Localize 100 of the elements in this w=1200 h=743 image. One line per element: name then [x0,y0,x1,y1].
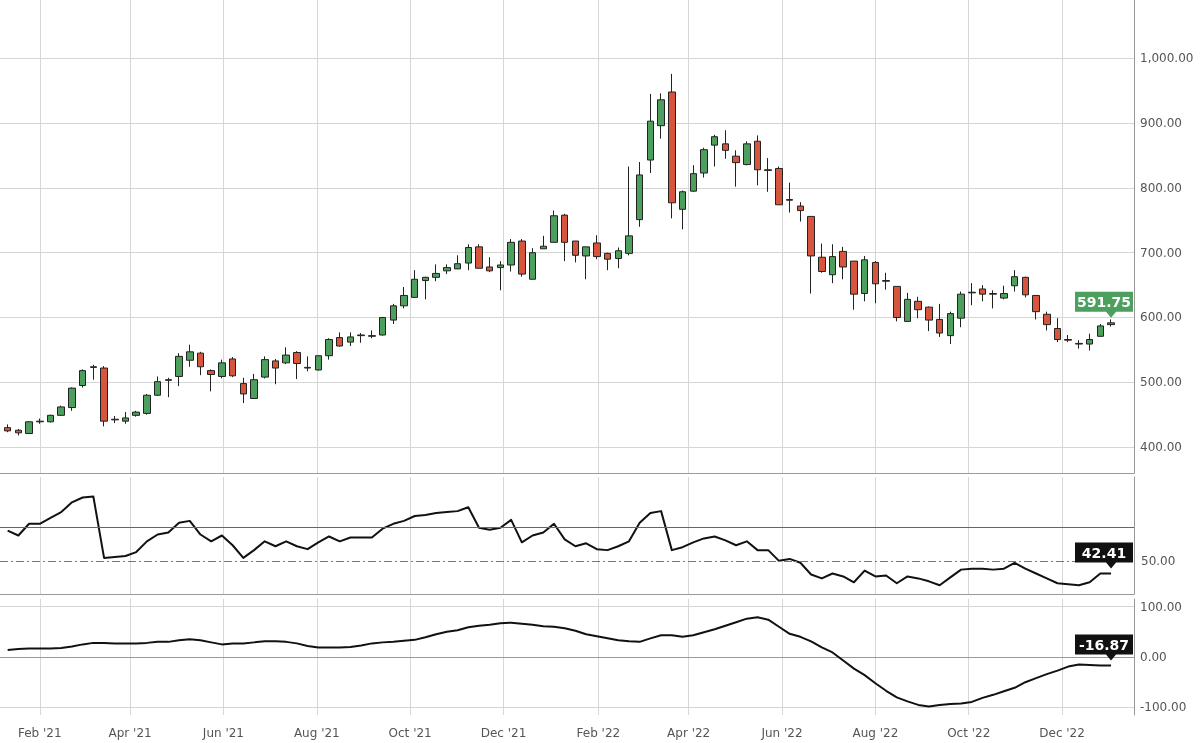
candlestick [722,129,729,160]
y-tick-label: 700.00 [1140,245,1182,260]
candlestick [518,238,526,278]
candlestick [679,190,686,230]
candlestick [1022,276,1029,298]
candlestick [111,415,119,424]
x-tick-label: Feb '22 [576,726,621,740]
candlestick [90,364,97,381]
candlestick [15,428,22,436]
candlestick [797,201,804,223]
candlestick [57,405,65,417]
candlestick [989,289,997,309]
candlestick [947,311,954,345]
candlestick [175,352,183,387]
candlestick [261,355,269,379]
candlestick [465,243,472,271]
candlestick [207,368,215,392]
y-tick-label: 900.00 [1140,116,1182,131]
candlestick [229,356,236,378]
candlestick [550,210,558,243]
x-tick-label: Aug '22 [852,726,899,740]
candlestick [925,305,933,332]
candlestick [872,260,879,304]
candlestick [1075,339,1083,350]
candlestick [132,410,140,418]
candlestick [122,411,129,425]
candlestick [700,147,708,179]
candlestick [625,166,633,256]
x-tick-label: Oct '22 [947,726,991,740]
x-tick-label: Feb '21 [17,726,62,740]
candlestick [325,337,333,361]
data-label: -16.87 [1078,636,1130,653]
candlestick [936,303,943,338]
candlestick [154,375,161,397]
y-tick-label: 400.00 [1140,440,1182,455]
candlestick [540,235,547,250]
candlestick [293,350,301,380]
candlestick [711,134,718,168]
candlestick [218,359,226,379]
candlestick [957,291,965,328]
candlestick [636,161,643,228]
y-tick-label: 500.00 [1140,375,1182,390]
candlestick [754,134,761,186]
candlestick [25,420,33,435]
y-tick-label: 600.00 [1140,310,1182,325]
candlestick [1097,323,1104,338]
candlestick [422,276,429,300]
y-tick-label: -100.00 [1140,700,1187,715]
candlestick [79,368,86,388]
candlestick [604,252,611,271]
text: 50.00 [1141,553,1176,568]
candlestick [143,393,151,416]
candlestick [582,246,590,280]
candlestick [775,166,783,206]
x-tick-label: Dec '21 [480,726,527,740]
candlestick [282,346,290,365]
candlestick [315,355,322,372]
candlestick [1032,294,1040,320]
candlestick [272,358,279,385]
candlestick [368,329,376,339]
candlestick [1011,269,1018,293]
x-tick-label: Apr '22 [667,726,711,740]
candlestick [968,282,976,306]
y-tick-label: 800.00 [1140,180,1182,195]
candlestick [615,247,622,269]
candlestick [357,332,365,344]
x-tick-label: Aug '21 [293,726,340,740]
candlestick [475,243,483,269]
candlestick [839,246,847,280]
candlestick [593,234,601,260]
candlestick [818,243,826,274]
candlestick [914,296,922,319]
x-tick-label: Apr '21 [108,726,152,740]
candlestick [1043,311,1051,331]
candlestick [743,140,751,166]
candlestick [979,284,986,302]
candlestick [1086,333,1093,352]
candlestick [786,182,793,214]
candlestick [250,373,258,399]
candlestick [829,243,836,284]
candlestick [561,213,568,262]
candlestick [432,263,440,282]
candlestick [529,247,536,280]
candlestick [304,355,311,372]
candlestick [850,260,858,311]
candlestick [764,157,772,193]
candlestick [411,269,418,298]
candlestick [1064,334,1072,343]
candlestick [197,351,204,376]
candlestick [47,414,54,423]
candlestick [443,263,451,275]
candlestick [497,260,504,291]
x-tick-label: Oct '21 [388,726,432,740]
candlestick [454,254,461,270]
x-tick-label: Dec '22 [1039,726,1085,740]
candlestick [807,215,815,295]
x-tick-label: Jun '22 [760,726,803,740]
candlestick [1107,318,1115,328]
candlestick [347,331,354,347]
candlestick [390,303,397,325]
